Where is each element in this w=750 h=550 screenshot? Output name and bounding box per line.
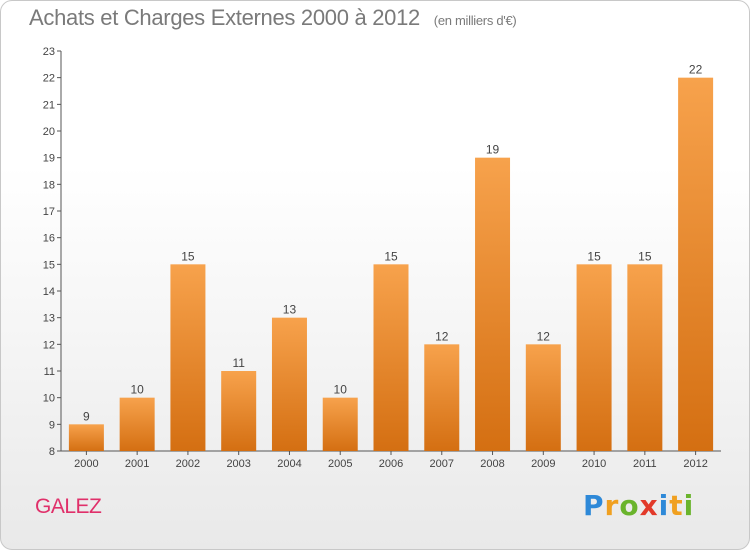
x-tick-label: 2004 [277, 458, 301, 470]
bar-value-label: 9 [83, 409, 90, 423]
bar [68, 424, 104, 451]
bar [322, 397, 358, 451]
x-tick-label: 2008 [480, 458, 504, 470]
bar [119, 397, 155, 451]
y-tick-label: 23 [43, 46, 55, 58]
x-tick-label: 2010 [582, 458, 606, 470]
logo-letter: t [669, 489, 684, 522]
chart-title-text: Achats et Charges Externes 2000 à 2012 [29, 5, 420, 30]
logo-letter: i [683, 489, 695, 522]
y-tick-label: 13 [43, 313, 55, 325]
bar [576, 264, 612, 451]
bar [221, 371, 257, 451]
logo-letter: i [658, 489, 670, 522]
bar-value-label: 15 [587, 249, 601, 263]
bar-value-label: 15 [181, 249, 195, 263]
logo-letter: x [639, 489, 659, 522]
y-tick-label: 17 [43, 206, 55, 218]
y-tick-label: 16 [43, 233, 55, 245]
y-tick-label: 18 [43, 179, 55, 191]
chart-axes: 8 9 10 11 12 13 14 15 16 17 18 19 20 21 22 23 2000 2001 20… [43, 46, 721, 470]
proxiti-logo: Proxiti [583, 489, 694, 522]
bar [271, 317, 307, 451]
logo-letter: P [583, 489, 605, 522]
bar-value-label: 10 [334, 383, 348, 397]
bar-value-label: 12 [435, 329, 449, 343]
x-tick-label: 2001 [125, 458, 149, 470]
x-tick-label: 2000 [74, 458, 98, 470]
x-tick-label: 2003 [226, 458, 250, 470]
chart-subtitle: (en milliers d'€) [433, 13, 517, 28]
bar [678, 77, 714, 452]
x-tick-label: 2012 [683, 458, 707, 470]
x-tick-label: 2007 [430, 458, 454, 470]
x-tick-label: 2006 [379, 458, 403, 470]
x-tick-label: 2005 [328, 458, 352, 470]
y-tick-label: 20 [43, 126, 55, 138]
x-tick-label: 2002 [176, 458, 200, 470]
x-tick-label: 2011 [633, 458, 657, 470]
bar-value-label: 11 [232, 356, 245, 370]
bar [424, 344, 460, 451]
y-tick-label: 12 [43, 339, 55, 351]
chart-title: Achats et Charges Externes 2000 à 2012 (… [29, 5, 517, 31]
bar [170, 264, 206, 451]
logo-letter: o [619, 489, 640, 522]
bar-value-label: 15 [638, 249, 652, 263]
y-tick-label: 21 [43, 99, 55, 111]
bar-value-label: 15 [384, 249, 398, 263]
bar-value-label: 22 [689, 63, 703, 77]
y-tick-label: 10 [43, 393, 55, 405]
y-tick-label: 11 [44, 366, 55, 378]
y-tick-label: 14 [43, 286, 55, 298]
bar-value-label: 13 [283, 303, 297, 317]
bar-value-label: 12 [537, 329, 551, 343]
y-tick-label: 9 [49, 419, 55, 431]
bar [627, 264, 663, 451]
bar [373, 264, 409, 451]
y-tick-label: 22 [43, 73, 55, 85]
y-tick-label: 8 [49, 446, 55, 458]
bar-value-label: 19 [486, 143, 500, 157]
place-name: GALEZ [35, 495, 102, 518]
x-tick-label: 2009 [531, 458, 555, 470]
chart-bars: 9 10 15 11 13 10 15 12 19 12 15 15 22 [68, 63, 714, 452]
bar-value-label: 10 [130, 383, 144, 397]
y-tick-label: 15 [43, 259, 55, 271]
y-tick-label: 19 [43, 153, 55, 165]
logo-letter: r [604, 489, 620, 522]
bar [525, 344, 561, 451]
bar [475, 157, 511, 451]
